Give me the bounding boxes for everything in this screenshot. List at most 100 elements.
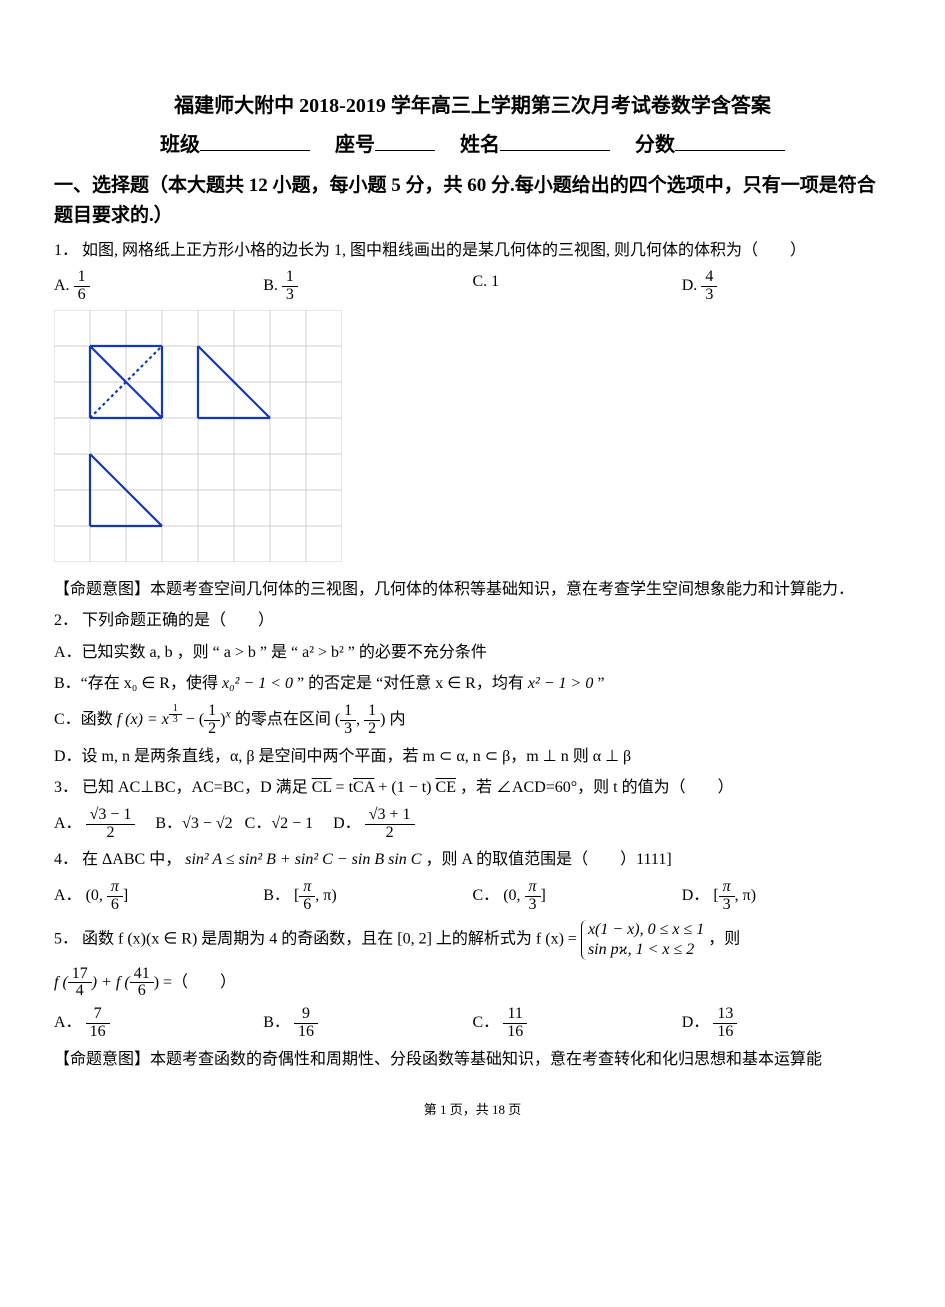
q5-stem-a: 函数 f (x)(x ∈ R) 是周期为 4 的奇函数，且在 [0, 2] 上的…: [82, 930, 581, 947]
q4-d-num: π: [719, 879, 735, 897]
q1-options: A. 16 B. 13 C. 1 D. 43: [54, 269, 891, 304]
student-info-line: 班级 座号 姓名 分数: [54, 128, 891, 161]
q1-option-c: C. 1: [473, 269, 682, 304]
q5-ob-den: 16: [294, 1024, 318, 1041]
q3-a-label: A．: [54, 815, 82, 832]
q5-oc-den: 16: [503, 1024, 527, 1041]
q4-b-label: B．: [263, 887, 290, 904]
q5-b-num: 41: [130, 966, 154, 984]
q4-c-num: π: [525, 879, 541, 897]
q1-d-num: 4: [701, 269, 717, 287]
question-1: 1． 如图, 网格纸上正方形小格的边长为 1, 图中粗线画出的是某几何体的三视图…: [54, 238, 891, 264]
q5-piecewise: x(1 − x), 0 ≤ x ≤ 1 sin pϰ, 1 < x ≤ 2: [581, 920, 704, 960]
q2-c-i2n: 1: [364, 703, 380, 721]
q5-option-d: D． 1316: [682, 1006, 891, 1041]
q5-od-den: 16: [713, 1024, 737, 1041]
q4-option-a: A． (0, π6]: [54, 879, 263, 914]
q2-c-pre: C．函数: [54, 711, 117, 728]
q3-option-d: D． √3 + 12: [333, 815, 414, 832]
q2-number: 2．: [54, 612, 78, 629]
q1-b-num: 1: [282, 269, 298, 287]
q2-option-d: D．设 m, n 是两条直线，α, β 是空间中两个平面，若 m ⊂ α, n …: [54, 744, 891, 770]
q1-option-b: B. 13: [263, 269, 472, 304]
q4-c-close: ]: [541, 887, 546, 904]
footer-mid: 页，共: [446, 1102, 492, 1117]
q1-intent: 【命题意图】本题考查空间几何体的三视图，几何体的体积等基础知识，意在考查学生空间…: [54, 577, 891, 603]
q2-c-comma: ,: [356, 711, 364, 728]
q3-options: A． √3 − 12 B．√3 − √2 C．√2 − 1 D． √3 + 12: [54, 807, 891, 842]
q3-d-num: √3 + 1: [365, 807, 415, 825]
q4-d-label: D．: [682, 887, 710, 904]
q5-ob-num: 9: [294, 1006, 318, 1024]
q3-option-c: C．√2 − 1: [245, 815, 313, 832]
q1-b-den: 3: [282, 287, 298, 304]
q1-three-view-figure: [54, 310, 891, 571]
q5-l2-post: ) =（ ）: [154, 973, 236, 990]
q2-c-supx: x: [225, 707, 230, 721]
q5-option-b: B． 916: [263, 1006, 472, 1041]
q4-a-num: π: [107, 879, 123, 897]
q5-intent: 【命题意图】本题考查函数的奇偶性和周期性、分段函数等基础知识，意在考查转化和化归…: [54, 1047, 891, 1073]
q4-option-b: B． [π6, π): [263, 879, 472, 914]
q4-b-den: 6: [299, 897, 315, 914]
q4-b-close: , π): [315, 887, 336, 904]
question-5: 5． 函数 f (x)(x ∈ R) 是周期为 4 的奇函数，且在 [0, 2]…: [54, 920, 891, 960]
q2-b-expr2: x² − 1 > 0: [528, 675, 594, 692]
q3-vec-ca: CA: [353, 779, 374, 796]
score-blank: [675, 128, 785, 151]
q2-c-mid1: − (: [186, 711, 204, 728]
q1-d-label: D.: [682, 277, 698, 294]
q5-b-label: B．: [263, 1014, 290, 1031]
q4-d-den: 3: [719, 897, 735, 914]
seat-label: 座号: [335, 134, 375, 156]
q1-a-num: 1: [74, 269, 90, 287]
q5-option-a: A． 716: [54, 1006, 263, 1041]
footer-post: 页: [505, 1102, 521, 1117]
q2-option-b: B．“存在 x₀ ∈ R，使得 x₀² − 1 < 0 ” 的否定是 “对任意 …: [54, 671, 891, 697]
q1-option-a: A. 16: [54, 269, 263, 304]
q5-b-den: 6: [130, 983, 154, 1000]
q4-option-d: D． [π3, π): [682, 879, 891, 914]
q1-d-den: 3: [701, 287, 717, 304]
q5-a-den: 4: [68, 983, 92, 1000]
q1-a-den: 6: [74, 287, 90, 304]
q2-c-exp-den: 3: [169, 715, 182, 726]
q2-c-half-num: 1: [204, 703, 220, 721]
q5-c-label: C．: [473, 1014, 500, 1031]
q5-number: 5．: [54, 930, 78, 947]
q2-c-post: 的零点在区间 (: [235, 711, 340, 728]
q5-d-label: D．: [682, 1014, 710, 1031]
name-label: 姓名: [460, 134, 500, 156]
q5-od-num: 13: [713, 1006, 737, 1024]
q3-d-label: D．: [333, 815, 361, 832]
seat-blank: [375, 128, 435, 151]
q4-inequality: sin² A ≤ sin² B + sin² C − sin B sin C: [185, 851, 421, 868]
q5-a-num: 17: [68, 966, 92, 984]
class-label: 班级: [160, 134, 200, 156]
section-1-heading: 一、选择题（本大题共 12 小题，每小题 5 分，共 60 分.每小题给出的四个…: [54, 171, 891, 232]
q2-b-pre: B．“存在 x₀ ∈ R，使得: [54, 675, 222, 692]
q3-vec-cl: CL: [312, 779, 332, 796]
q4-a-label: A．: [54, 887, 82, 904]
q5-option-c: C． 1116: [473, 1006, 682, 1041]
q2-stem: 下列命题正确的是（ ）: [82, 612, 274, 629]
question-3: 3． 已知 AC⊥BC，AC=BC，D 满足 CL = tCA + (1 − t…: [54, 775, 891, 801]
q5-oa-num: 7: [86, 1006, 110, 1024]
q4-c-den: 3: [525, 897, 541, 914]
q1-a-label: A.: [54, 277, 70, 294]
question-4: 4． 在 ΔABC 中， sin² A ≤ sin² B + sin² C − …: [54, 847, 891, 873]
q4-a-open: (0,: [86, 887, 107, 904]
q2-c-f: f (x) = x: [117, 711, 169, 728]
q3-plus: + (1 − t): [374, 779, 435, 796]
q3-vec-ce: CE: [436, 779, 456, 796]
q1-option-d: D. 43: [682, 269, 891, 304]
q2-c-i1n: 1: [340, 703, 356, 721]
name-blank: [500, 128, 610, 151]
q5-oc-num: 11: [503, 1006, 527, 1024]
q2-b-post: ”: [597, 675, 604, 692]
class-blank: [200, 128, 310, 151]
footer-total: 18: [492, 1102, 505, 1117]
q3-d-den: 2: [365, 825, 415, 842]
q4-a-close: ]: [123, 887, 128, 904]
q5-stem-b: ，则: [708, 930, 740, 947]
